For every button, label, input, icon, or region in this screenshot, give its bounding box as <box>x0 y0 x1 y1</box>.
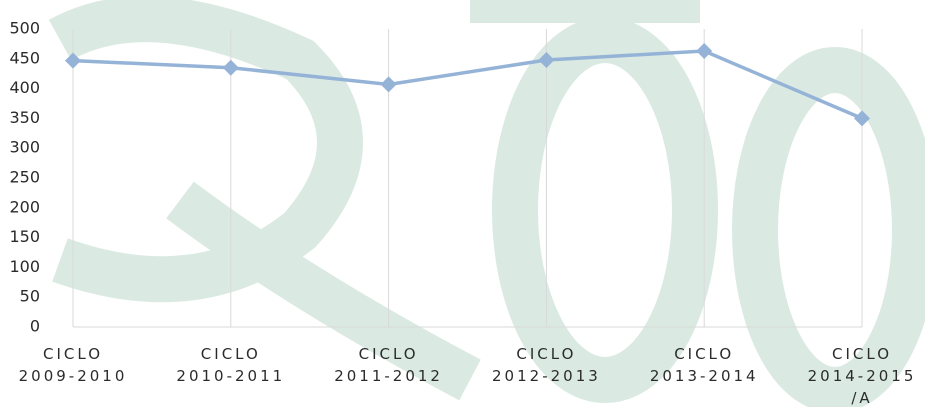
y-tick-label: 250 <box>9 168 40 187</box>
data-point <box>380 76 397 93</box>
y-tick-label: 300 <box>9 138 40 157</box>
y-tick-label: 0 <box>30 317 40 336</box>
data-point <box>538 51 555 68</box>
y-tick-label: 500 <box>9 19 40 38</box>
data-point <box>222 59 239 76</box>
y-tick-label: 350 <box>9 108 40 127</box>
y-tick-label: 150 <box>9 227 40 246</box>
data-point <box>696 43 713 60</box>
data-point <box>854 110 870 127</box>
y-tick-label: 100 <box>9 257 40 276</box>
x-tick-label: CICLO 2010-2011 <box>176 345 285 385</box>
y-tick-label: 50 <box>20 287 40 306</box>
x-tick-label: CICLO 2012-2013 <box>492 345 601 385</box>
y-tick-label: 400 <box>9 78 40 97</box>
watermark <box>48 0 925 407</box>
x-tick-label: CICLO 2014-2015/A <box>808 345 917 407</box>
y-tick-label: 450 <box>9 48 40 67</box>
x-tick-label: CICLO 2011-2012 <box>334 345 443 385</box>
series-line <box>72 49 863 121</box>
data-point <box>65 52 81 69</box>
y-tick-label: 200 <box>9 197 40 216</box>
x-tick-label: CICLO 2009-2010 <box>19 345 128 385</box>
x-tick-label: CICLO 2013-2014 <box>650 345 759 385</box>
